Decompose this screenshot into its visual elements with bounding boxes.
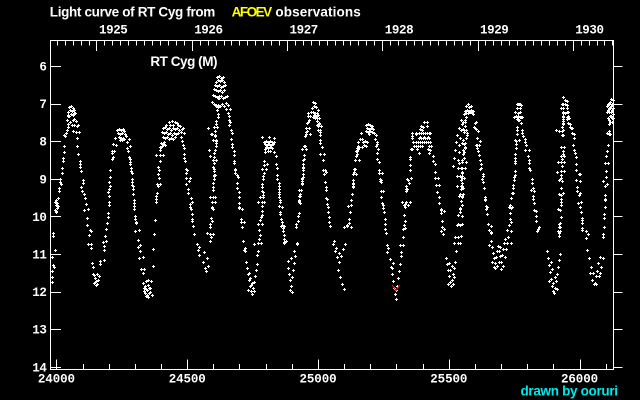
svg-text:1930: 1930 <box>575 24 603 38</box>
svg-text:13: 13 <box>32 324 46 338</box>
svg-text:1926: 1926 <box>194 24 222 38</box>
svg-text:6: 6 <box>39 61 46 75</box>
svg-text:10: 10 <box>32 211 46 225</box>
svg-text:7: 7 <box>39 98 46 112</box>
svg-text:12: 12 <box>32 286 46 300</box>
svg-text:RT Cyg (M): RT Cyg (M) <box>150 54 217 69</box>
svg-text:1929: 1929 <box>480 24 508 38</box>
svg-text:Light curve of RT Cyg from: Light curve of RT Cyg from <box>50 5 216 20</box>
svg-text:24500: 24500 <box>169 373 206 387</box>
svg-text:25000: 25000 <box>299 373 336 387</box>
svg-text:AFOEV: AFOEV <box>232 5 273 20</box>
svg-text:24000: 24000 <box>38 373 75 387</box>
svg-text:drawn by ooruri: drawn by ooruri <box>521 384 618 399</box>
svg-text:observations: observations <box>275 5 360 20</box>
svg-text:8: 8 <box>39 136 46 150</box>
svg-text:1927: 1927 <box>290 24 318 38</box>
svg-text:14: 14 <box>32 361 47 375</box>
svg-text:1925: 1925 <box>99 24 127 38</box>
svg-text:1928: 1928 <box>385 24 413 38</box>
svg-text:11: 11 <box>32 249 46 263</box>
svg-text:26000: 26000 <box>561 373 598 387</box>
svg-text:25500: 25500 <box>430 373 467 387</box>
svg-text:9: 9 <box>39 173 46 187</box>
